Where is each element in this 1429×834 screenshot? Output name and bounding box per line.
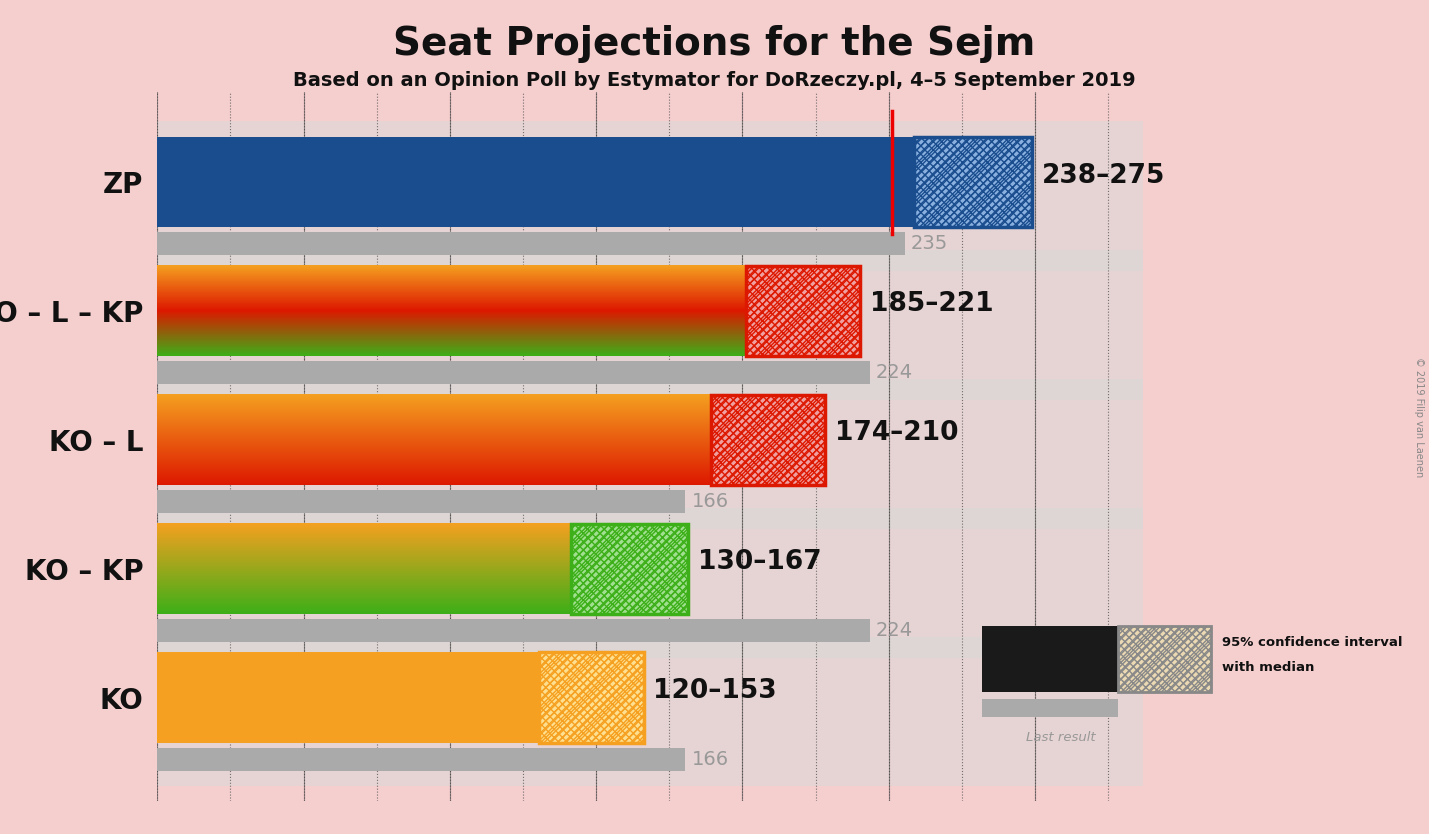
Text: 166: 166	[692, 750, 729, 769]
Bar	[570, 524, 689, 614]
Bar	[157, 748, 684, 771]
Bar	[1117, 626, 1212, 692]
Bar	[746, 266, 860, 356]
Text: 235: 235	[912, 234, 949, 254]
Text: Based on an Opinion Poll by Estymator for DoRzeczy.pl, 4–5 September 2019: Based on an Opinion Poll by Estymator fo…	[293, 71, 1136, 90]
Bar	[157, 619, 870, 642]
Bar	[746, 266, 860, 356]
Bar	[1117, 626, 1212, 692]
Bar	[157, 637, 1143, 786]
Bar	[983, 699, 1117, 717]
Bar	[710, 394, 825, 485]
Bar	[539, 652, 644, 742]
Text: © 2019 Filip van Laenen: © 2019 Filip van Laenen	[1415, 357, 1423, 477]
Text: 224: 224	[876, 621, 913, 640]
Bar	[157, 232, 905, 255]
Bar	[157, 250, 1143, 399]
Text: Last result: Last result	[1026, 731, 1096, 744]
Text: with median: with median	[1222, 661, 1315, 674]
Text: 120–153: 120–153	[653, 678, 777, 704]
Bar	[539, 652, 644, 742]
Bar	[570, 524, 689, 614]
Bar	[710, 394, 825, 485]
Bar	[915, 137, 1032, 227]
Bar	[710, 394, 825, 485]
Bar	[746, 266, 860, 356]
Bar	[157, 508, 1143, 657]
Bar	[915, 137, 1032, 227]
Bar	[157, 490, 684, 513]
Text: 130–167: 130–167	[697, 550, 822, 575]
Text: Seat Projections for the Sejm: Seat Projections for the Sejm	[393, 25, 1036, 63]
Text: 224: 224	[876, 364, 913, 382]
Bar	[157, 122, 1143, 271]
Bar	[570, 524, 689, 614]
Bar	[915, 137, 1032, 227]
Bar	[157, 652, 539, 742]
Text: 174–210: 174–210	[835, 420, 959, 446]
Bar	[157, 379, 1143, 529]
Text: 238–275: 238–275	[1042, 163, 1165, 188]
Bar	[983, 626, 1117, 692]
Text: 166: 166	[692, 492, 729, 511]
Text: 95% confidence interval: 95% confidence interval	[1222, 636, 1402, 649]
Bar	[157, 137, 915, 227]
Bar	[539, 652, 644, 742]
Bar	[157, 361, 870, 384]
Text: 185–221: 185–221	[870, 291, 993, 318]
